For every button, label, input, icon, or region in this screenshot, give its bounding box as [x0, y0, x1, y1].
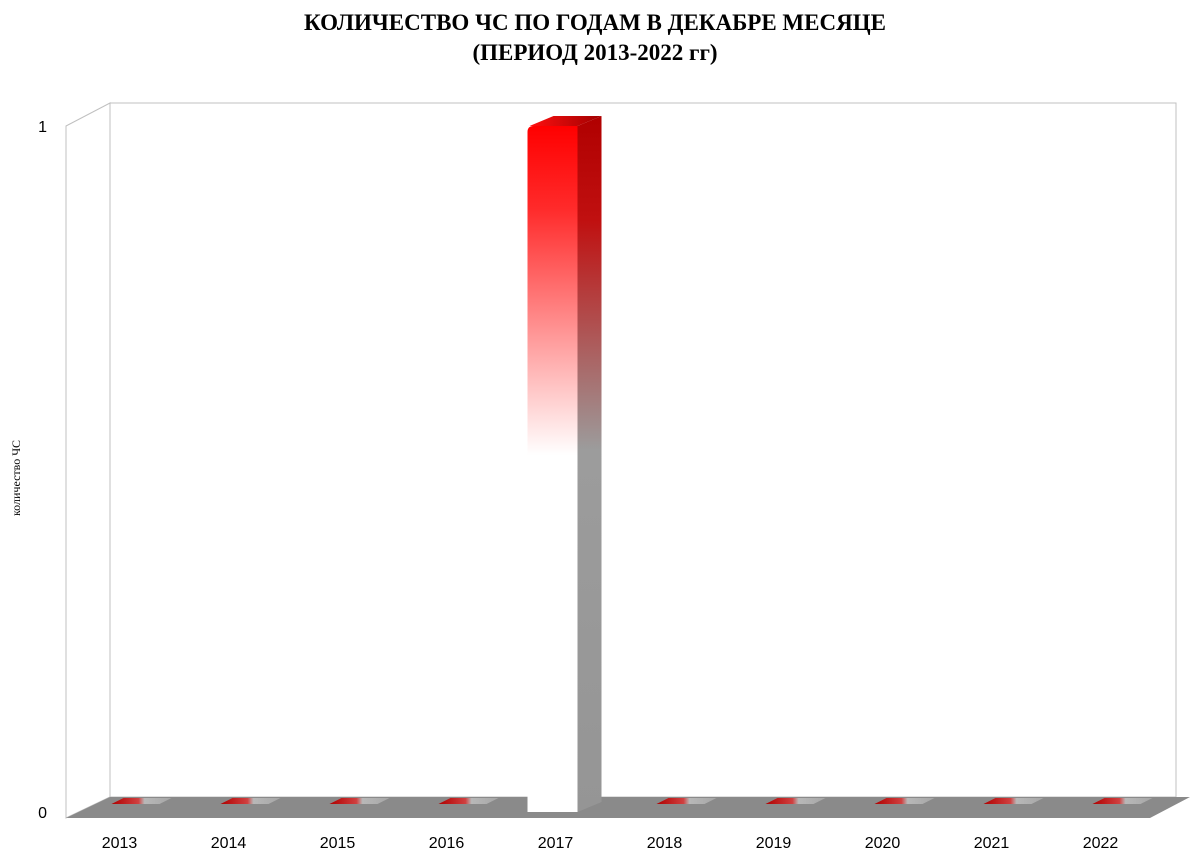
bar-2022 [1092, 798, 1153, 804]
bar-2016 [438, 798, 499, 804]
x-axis: 2013 2014 2015 2016 2017 2018 2019 2020 2021 2022 [102, 835, 1119, 850]
bar-zero-2022 [1092, 798, 1153, 804]
y-axis-label: количество ЧС [9, 440, 23, 516]
bar-zero-2015 [329, 798, 390, 804]
chart-walls [65, 102, 1190, 819]
x-tick-label-2021: 2021 [974, 835, 1010, 850]
bars-layer [111, 116, 1153, 812]
y-axis: 01 [38, 119, 47, 822]
bar-2018 [656, 798, 717, 804]
y-tick-label: 0 [38, 805, 47, 822]
chart-subtitle: (ПЕРИОД 2013-2022 гг) [472, 40, 718, 65]
bar-zero-2021 [983, 798, 1044, 804]
side-wall [65, 102, 111, 819]
x-tick-label-2019: 2019 [756, 835, 792, 850]
bar-side-2017 [577, 116, 602, 812]
bar-2017 [527, 116, 602, 812]
bar-2019 [765, 798, 826, 804]
x-tick-label-2015: 2015 [320, 835, 356, 850]
bar-top-2017 [529, 116, 602, 126]
bar-zero-2016 [438, 798, 499, 804]
bar-zero-2014 [220, 798, 281, 804]
y-tick-label: 1 [38, 119, 47, 136]
bar-2015 [329, 798, 390, 804]
bar-2014 [220, 798, 281, 804]
bar-zero-2020 [874, 798, 935, 804]
chart-title: КОЛИЧЕСТВО ЧС ПО ГОДАМ В ДЕКАБРЕ МЕСЯЦЕ [304, 10, 886, 35]
x-tick-label-2017: 2017 [538, 835, 574, 850]
x-tick-label-2020: 2020 [865, 835, 901, 850]
bar-front-2017 [527, 126, 578, 812]
chart-title-block: КОЛИЧЕСТВО ЧС ПО ГОДАМ В ДЕКАБРЕ МЕСЯЦЕ … [0, 8, 1190, 68]
x-tick-label-2016: 2016 [429, 835, 465, 850]
x-tick-label-2018: 2018 [647, 835, 683, 850]
back-wall [109, 102, 1177, 798]
x-tick-label-2022: 2022 [1083, 835, 1119, 850]
bar-zero-2013 [111, 798, 172, 804]
x-tick-label-2014: 2014 [211, 835, 247, 850]
bar-2020 [874, 798, 935, 804]
x-tick-label-2013: 2013 [102, 835, 138, 850]
bar-2013 [111, 798, 172, 804]
bar-zero-2018 [656, 798, 717, 804]
bar-zero-2019 [765, 798, 826, 804]
bar-2021 [983, 798, 1044, 804]
